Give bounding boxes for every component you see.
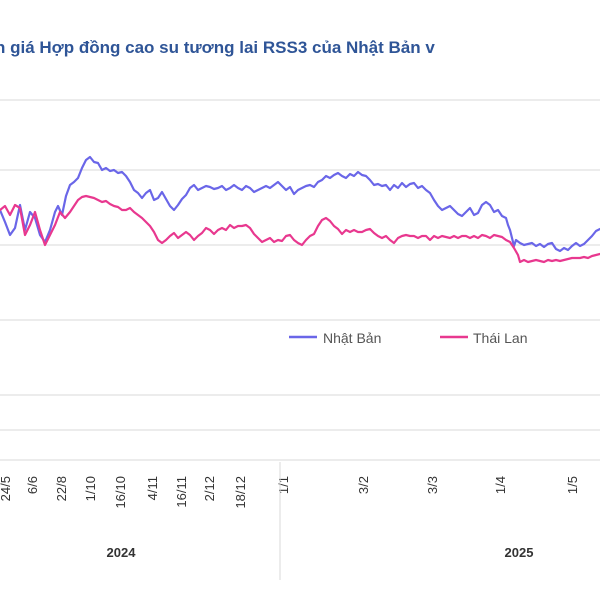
x-tick-label: 2/12	[202, 476, 217, 501]
legend-label-thailand: Thái Lan	[473, 330, 527, 346]
x-tick-label: 1/4	[493, 476, 508, 494]
x-tick-label: 18/12	[233, 476, 248, 509]
x-tick-label: 3/3	[425, 476, 440, 494]
x-tick-label: 16/10	[113, 476, 128, 509]
series-line-japan	[0, 155, 600, 253]
legend: Nhật Bản Thái Lan	[289, 330, 527, 346]
x-axis: 24/5 6/6 22/8 1/10 16/10 4/11 16/11 2/12 18/12 1/…	[0, 462, 580, 580]
year-label-2024: 2024	[107, 545, 137, 560]
year-label-2025: 2025	[505, 545, 534, 560]
grid-lines	[0, 99, 600, 461]
x-tick-label: 6/6	[25, 476, 40, 494]
x-tick-label: 3/2	[356, 476, 371, 494]
x-tick-label: 24/5	[0, 476, 13, 501]
x-tick-label: 4/11	[145, 476, 160, 500]
x-tick-label: 1/1	[276, 476, 291, 494]
x-tick-label: 16/11	[174, 476, 189, 508]
x-tick-label: 22/8	[54, 476, 69, 501]
series-line-thailand	[0, 194, 600, 264]
x-tick-label: 1/10	[83, 476, 98, 501]
x-tick-label: 1/5	[565, 476, 580, 494]
chart-title: n giá Hợp đồng cao su tương lai RSS3 của…	[0, 38, 435, 57]
series-lines	[0, 155, 600, 264]
legend-label-japan: Nhật Bản	[323, 330, 381, 346]
